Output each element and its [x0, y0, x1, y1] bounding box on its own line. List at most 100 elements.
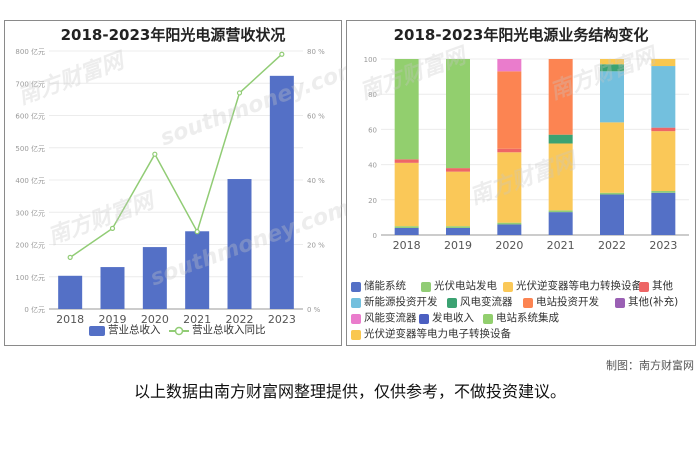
bar-revenue [269, 75, 294, 309]
stacked-bar-segment [600, 194, 624, 235]
y-tick-label: 700 亿元 [15, 79, 45, 88]
bar-revenue [58, 275, 83, 309]
business-structure-chart-title: 2018-2023年阳光电源业务结构变化 [393, 26, 649, 44]
point-revenue-yoy [236, 90, 243, 96]
legend-label: 光伏逆变器等电力电子转换设备 [364, 328, 511, 340]
legend-swatch-icon [351, 313, 361, 324]
legend-swatch-icon [351, 297, 361, 308]
y2-tick-label: 80 % [307, 48, 325, 56]
legend-item[interactable]: 风能变流器 [351, 311, 417, 326]
business-structure-chart-plot: 0 20 40 60 80 100 2018 2019 2020 2021 2022 2023 [364, 56, 689, 252]
bar-revenue [185, 231, 210, 309]
stacked-bar-segment [600, 71, 624, 123]
x-tick-label: 2022 [598, 239, 626, 252]
legend-item[interactable]: 电站投资开发 [523, 295, 599, 310]
legend-swatch-icon [351, 329, 361, 340]
legend-label: 营业总收入 [108, 324, 161, 336]
point-revenue-yoy [67, 254, 73, 260]
stacked-bar-segment [446, 168, 470, 172]
stacked-bar-segment [548, 59, 573, 135]
point-revenue-yoy [279, 51, 285, 57]
legend-swatch-icon [447, 297, 457, 308]
y2-tick-label: 60 % [307, 113, 325, 121]
stacked-bar-segment [394, 226, 419, 228]
y-tick-label: 300 亿元 [15, 208, 45, 217]
bar-revenue [227, 179, 252, 309]
legend-label: 电站系统集成 [496, 312, 559, 324]
legend-item[interactable]: 光伏逆变器等电力转换设备 [503, 279, 642, 294]
revenue-chart-plot: 0 亿元 100 亿元 200 亿元 300 亿元 400 亿元 500 亿元 600 亿元… [15, 47, 325, 326]
x-tick-label: 2020 [141, 313, 169, 326]
business-structure-legend: 储能系统 光伏电站发电 光伏逆变器等电力转换设备 其他新能源投资开发 风电变流器 电站投资… [347, 279, 697, 345]
y-tick-label: 600 亿元 [15, 112, 45, 121]
legend-swatch-icon [503, 281, 513, 292]
legend-label: 营业总收入同比 [192, 324, 266, 336]
x-tick-label: 2022 [226, 313, 254, 326]
y2-tick-label: 40 % [307, 177, 325, 185]
legend-label: 电站投资开发 [536, 296, 599, 308]
legend-item[interactable]: 电站系统集成 [483, 311, 559, 326]
y-tick-label: 40 [368, 162, 377, 170]
stacked-bar-segment [497, 222, 522, 225]
legend-item[interactable]: 其他 [639, 279, 673, 294]
legend-label: 发电收入 [432, 312, 474, 324]
legend-swatch-icon [639, 281, 649, 292]
y-tick-label: 80 [368, 91, 377, 99]
bar-revenue [142, 247, 167, 309]
legend-item-revenue[interactable]: 营业总收入 [89, 323, 161, 338]
legend-swatch-icon [421, 281, 431, 292]
legend-item[interactable]: 光伏电站发电 [421, 279, 497, 294]
y-tick-label: 0 [373, 232, 377, 240]
disclaimer-text: 以上数据由南方财富网整理提供，仅供参考，不做投资建议。 [133, 382, 566, 401]
legend-item-revenue-yoy[interactable]: 营业总收入同比 [169, 323, 266, 338]
legend-item[interactable]: 新能源投资开发 [351, 295, 438, 310]
x-tick-label: 2018 [56, 313, 84, 326]
y-tick-label: 100 [364, 56, 377, 64]
legend-item[interactable]: 发电收入 [419, 311, 474, 326]
revenue-chart-title: 2018-2023年阳光电源营收状况 [60, 26, 286, 44]
stacked-bar-segment [446, 227, 470, 235]
legend-swatch-icon [615, 297, 625, 308]
stacked-bar-segment [600, 59, 624, 65]
y-tick-label: 800 亿元 [15, 47, 45, 56]
point-revenue-yoy [194, 229, 200, 235]
stacked-bar-segment [651, 127, 676, 132]
stacked-bar-segment [394, 162, 419, 227]
legend-label: 其他 [652, 280, 673, 292]
stacked-bar-segment [548, 210, 573, 213]
stacked-bar-segment [446, 171, 470, 227]
legend-label: 光伏电站发电 [434, 280, 497, 292]
stacked-bar-segment [651, 59, 676, 67]
stacked-bar-segment [651, 66, 676, 128]
x-tick-label: 2018 [393, 239, 421, 252]
legend-label: 风电变流器 [460, 296, 513, 308]
y-tick-label: 20 [368, 197, 377, 205]
y2-tick-label: 0 % [307, 306, 321, 314]
legend-item[interactable]: 光伏逆变器等电力电子转换设备 [351, 327, 511, 342]
stacked-bar-segment [497, 71, 522, 149]
stacked-bar-segment [651, 191, 676, 193]
stacked-bar-segment [600, 122, 624, 193]
business-structure-chart-panel: 2018-2023年阳光电源业务结构变化 0 20 40 60 80 100 2018 201… [346, 20, 696, 346]
legend-swatch-icon [419, 313, 429, 324]
legend-item[interactable]: 其他(补充) [615, 295, 678, 310]
stacked-bar-segment [497, 152, 522, 223]
stacked-bar-segment [394, 59, 419, 160]
chart-credit: 制图：南方财富网 [606, 359, 694, 372]
y-tick-label: 100 亿元 [15, 273, 45, 282]
legend-item[interactable]: 风电变流器 [447, 295, 513, 310]
x-tick-label: 2023 [268, 313, 296, 326]
legend-swatch-bar-icon [89, 325, 105, 336]
stacked-bar-segment [548, 212, 573, 235]
legend-item[interactable]: 储能系统 [351, 279, 406, 294]
legend-swatch-icon [351, 281, 361, 292]
x-tick-label: 2021 [547, 239, 575, 252]
y-tick-label: 0 亿元 [24, 305, 45, 314]
bar-revenue [100, 267, 125, 309]
y-tick-label: 200 亿元 [15, 241, 45, 250]
stacked-bar-segment [548, 134, 573, 144]
line-revenue-yoy [69, 53, 283, 259]
stacked-bar-segment [600, 64, 624, 72]
y2-tick-label: 20 % [307, 242, 325, 250]
stacked-bar-segment [394, 159, 419, 163]
